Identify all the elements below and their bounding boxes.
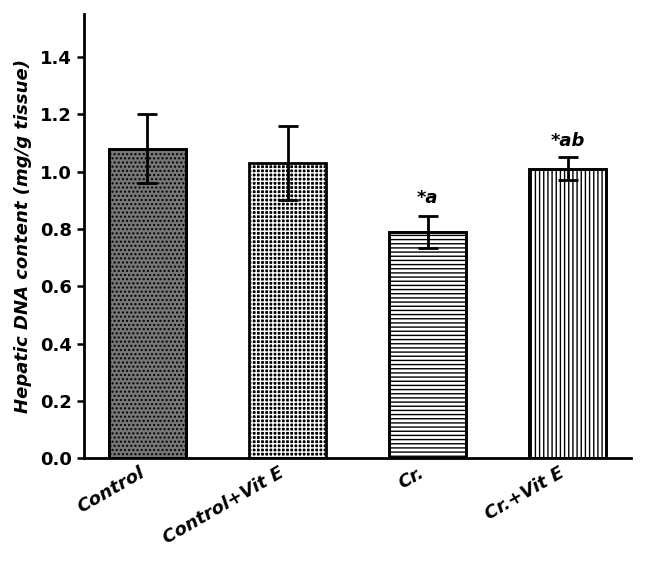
- Bar: [249, 163, 326, 458]
- Bar: [109, 149, 186, 458]
- Text: *ab: *ab: [551, 132, 585, 150]
- Bar: [529, 169, 606, 458]
- Bar: [529, 169, 606, 458]
- Text: *a: *a: [417, 190, 439, 208]
- Bar: [389, 232, 466, 458]
- Y-axis label: Hepatic DNA content (mg/g tissue): Hepatic DNA content (mg/g tissue): [14, 59, 32, 413]
- Bar: [249, 163, 326, 458]
- Bar: [109, 149, 186, 458]
- Bar: [389, 232, 466, 458]
